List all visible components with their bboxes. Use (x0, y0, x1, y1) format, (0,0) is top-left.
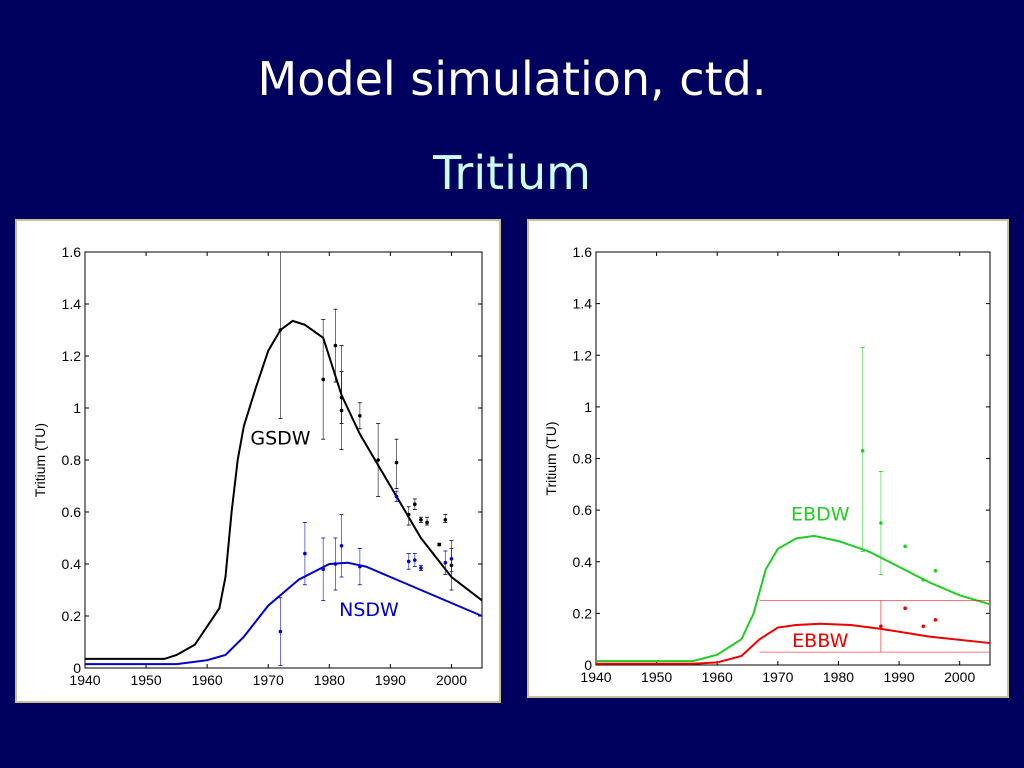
data-point (437, 542, 442, 547)
x-tick-label: 1950 (130, 672, 161, 688)
x-tick-label: 1940 (69, 672, 100, 688)
y-tick-label: 0.6 (62, 504, 82, 520)
data-point (879, 624, 883, 629)
y-tick-label: 1 (73, 400, 81, 416)
y-tick-label: 1.2 (62, 348, 82, 364)
series-line-ebbw (596, 622, 991, 665)
data-point (394, 460, 399, 465)
x-tick-label: 2000 (436, 672, 467, 688)
y-tick-label: 1 (584, 399, 592, 415)
series-label: GSDW (250, 427, 310, 449)
y-axis-label: Tritium (TU) (543, 421, 559, 495)
series-label: NSDW (339, 599, 399, 621)
data-point (903, 544, 907, 549)
data-point (278, 629, 283, 634)
slide-title: Model simulation, ctd. (257, 52, 767, 106)
chart-panel-right: 1940 1950 1960 1970 1980 1990 2000 0 0.2 0.4 0.6 0.… (527, 219, 1009, 698)
y-tick-label: 1.2 (573, 347, 593, 363)
data-point (333, 343, 338, 348)
data-point (443, 560, 448, 565)
data-point (921, 624, 926, 629)
data-point (303, 551, 307, 556)
data-point (376, 458, 380, 462)
y-tick-label: 1.4 (573, 296, 593, 312)
data-point (419, 518, 423, 522)
series-line-gsdw (85, 319, 483, 660)
data-point (321, 377, 326, 382)
x-tick-label: 1980 (823, 669, 854, 685)
data-point (449, 557, 454, 561)
data-point (358, 414, 362, 418)
data-point (394, 494, 399, 499)
data-point (860, 448, 865, 453)
y-tick-label: 0.8 (62, 452, 82, 468)
x-tick-label: 1990 (883, 669, 914, 685)
y-tick-label: 0.8 (573, 451, 593, 467)
chart-ebdw-ebbw: 1940 1950 1960 1970 1980 1990 2000 0 0.2 0.4 0.6 0.… (543, 244, 991, 685)
y-tick-label: 1.6 (62, 244, 82, 260)
data-point (425, 520, 429, 525)
data-point (443, 518, 448, 522)
series-label: EBBW (792, 630, 848, 652)
series-label: EBDW (791, 503, 850, 525)
y-tick-label: 0 (73, 660, 81, 676)
x-tick-label: 1970 (253, 672, 284, 688)
y-tick-label: 0.4 (573, 554, 593, 570)
x-tick-label: 1950 (641, 669, 672, 685)
data-point (413, 558, 417, 562)
series-line-nsdw (85, 561, 483, 666)
y-tick-label: 1.6 (573, 244, 593, 260)
data-point (933, 568, 938, 573)
data-point (419, 566, 423, 570)
data-point (933, 618, 938, 622)
data-point (879, 521, 883, 525)
y-tick-label: 0.2 (62, 608, 82, 624)
x-tick-label: 1990 (375, 672, 406, 688)
y-tick-label: 0 (584, 657, 592, 673)
y-axis-label: Tritium (TU) (32, 423, 48, 497)
x-tick-label: 2000 (944, 669, 975, 685)
chart-gsdw-nsdw: 1940 1950 1960 1970 1980 1990 2000 0 0.2 0.4 0.6 0.… (32, 244, 483, 688)
data-point (406, 559, 411, 564)
slide-subtitle: Tritium (433, 146, 591, 200)
y-tick-label: 1.4 (62, 296, 82, 312)
x-tick-label: 1960 (702, 669, 733, 685)
x-tick-label: 1960 (192, 672, 223, 688)
data-point (339, 408, 344, 413)
x-tick-label: 1970 (762, 669, 793, 685)
chart-panel-left: 1940 1950 1960 1970 1980 1990 2000 0 0.2 0.4 0.6 0.… (15, 219, 501, 703)
x-tick-label: 1940 (580, 669, 611, 685)
data-point (413, 502, 417, 507)
plot-frame (84, 251, 483, 669)
x-tick-label: 1980 (314, 672, 345, 688)
series-line-ebdw (596, 534, 991, 663)
data-point (339, 544, 344, 548)
y-tick-label: 0.6 (573, 502, 593, 518)
plot-frame (595, 251, 991, 666)
data-point (903, 606, 907, 611)
y-tick-label: 0.4 (62, 556, 82, 572)
y-tick-label: 0.2 (573, 605, 593, 621)
